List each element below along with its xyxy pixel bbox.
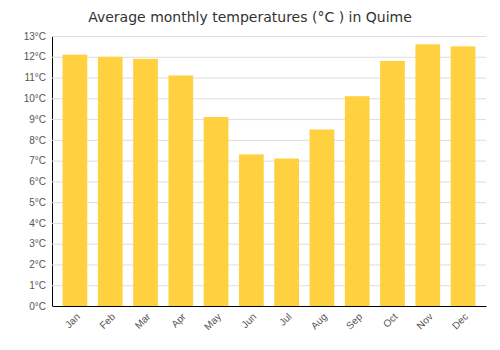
x-tick-label: Apr	[169, 310, 188, 329]
x-tick-label: Dec	[450, 311, 470, 331]
y-tick-label: 1°C	[29, 280, 46, 291]
chart-title: Average monthly temperatures (°C ) in Qu…	[88, 9, 412, 25]
x-tick: May	[202, 311, 223, 332]
y-tick-label: 2°C	[29, 259, 46, 270]
plot: 0°C 1°C 2°C 3°C 4°C 5°C 6°C 7°C 8°C 9°C 10°C 11°C 12…	[24, 31, 487, 332]
x-tick-label: Mar	[133, 310, 153, 330]
x-tick-label: Nov	[414, 311, 434, 331]
y-tick-label: 4°C	[29, 218, 46, 229]
grid-line	[52, 306, 486, 307]
x-tick: Jul	[277, 311, 294, 328]
x-tick: Sep	[344, 311, 365, 332]
x-tick-label: Jun	[239, 311, 258, 330]
y-tick-label: 6°C	[29, 176, 46, 187]
y-tick-label: 10°C	[24, 93, 46, 104]
bar	[274, 159, 299, 306]
chart: Average monthly temperatures (°C ) in Qu…	[0, 0, 500, 350]
x-tick: Feb	[97, 311, 117, 331]
bar	[168, 75, 193, 306]
x-tick-label: May	[202, 311, 223, 332]
x-tick-label: Oct	[381, 311, 400, 330]
x-tick-label: Sep	[344, 311, 365, 332]
bar	[415, 44, 440, 306]
y-tick-label: 3°C	[29, 238, 46, 249]
bar	[380, 61, 405, 306]
x-tick-label: Jan	[63, 311, 82, 330]
x-tick-label: Jul	[277, 311, 294, 328]
x-tick: Jun	[239, 311, 258, 330]
x-tick-label: Feb	[97, 311, 117, 331]
y-tick-label: 5°C	[29, 197, 46, 208]
x-tick: Apr	[169, 310, 188, 329]
x-tick-label: Aug	[309, 311, 329, 331]
bars	[63, 44, 476, 306]
grid-line	[52, 36, 486, 37]
bar	[239, 154, 264, 306]
bar	[204, 117, 229, 306]
y-tick-label: 8°C	[29, 135, 46, 146]
bar	[451, 46, 476, 306]
x-tick: Dec	[450, 311, 470, 331]
y-tick-label: 12°C	[24, 51, 46, 62]
y-axis: 0°C 1°C 2°C 3°C 4°C 5°C 6°C 7°C 8°C 9°C 10°C 11°C 12…	[24, 31, 486, 312]
y-tick-label: 7°C	[29, 155, 46, 166]
x-tick: Aug	[309, 311, 329, 331]
x-axis-line	[53, 306, 487, 307]
bar	[310, 129, 335, 306]
bar	[133, 59, 158, 306]
bar	[98, 57, 123, 306]
x-tick: Nov	[414, 311, 434, 331]
y-tick: 13°C	[24, 31, 486, 42]
bar	[63, 55, 88, 306]
y-axis-line	[53, 37, 487, 307]
y-tick-label: 13°C	[24, 31, 46, 42]
y-tick-label: 0°C	[29, 301, 46, 312]
x-axis: Jan Feb Mar Apr May Jun Jul Aug Sep Oct Nov Dec	[53, 307, 487, 333]
x-tick: Jan	[63, 311, 82, 330]
x-tick: Oct	[381, 311, 400, 330]
x-tick: Mar	[133, 310, 153, 330]
y-tick-label: 11°C	[24, 72, 46, 83]
bar	[345, 96, 370, 306]
y-tick-label: 9°C	[29, 114, 46, 125]
